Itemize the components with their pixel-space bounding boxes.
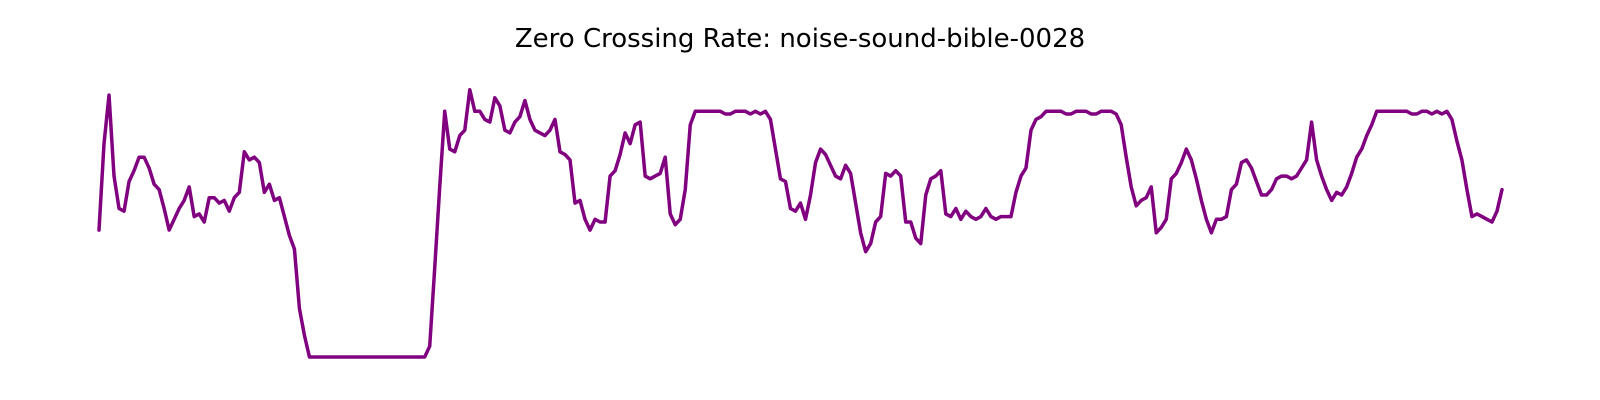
zcr-series-line (97, 87, 1504, 359)
chart-title: Zero Crossing Rate: noise-sound-bible-00… (514, 24, 1086, 54)
zcr-points (0, 90, 1502, 358)
